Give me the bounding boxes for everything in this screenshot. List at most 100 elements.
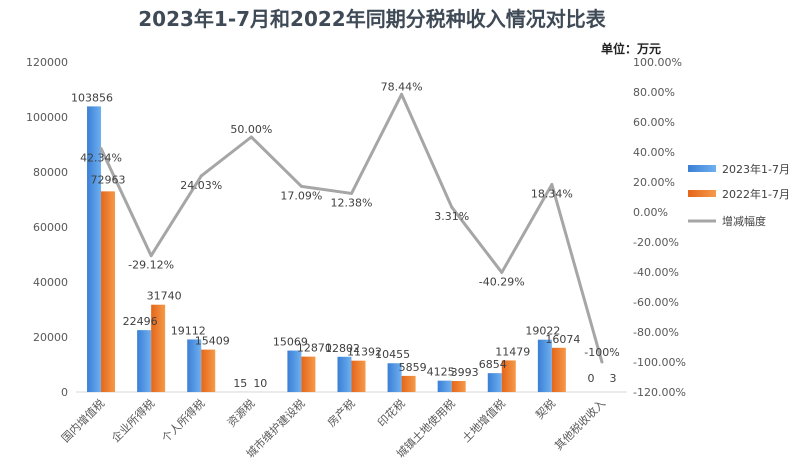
growth-point [600, 360, 604, 364]
bar-value-label: 10 [253, 377, 267, 390]
bar-value-label: 16074 [545, 333, 580, 346]
right-tick-label: -80.00% [633, 326, 679, 339]
category-label: 土地增值税 [459, 396, 508, 445]
bar-value-label: 10455 [375, 348, 410, 361]
growth-value-label: -100% [584, 346, 619, 359]
bar-2022 [101, 191, 116, 392]
right-tick-label: 0.00% [633, 206, 668, 219]
bar-2023 [387, 363, 402, 392]
growth-line [99, 92, 604, 364]
bar-value-label: 19112 [171, 324, 206, 337]
growth-point [249, 135, 253, 139]
unit-label: 单位：万元 [601, 41, 661, 56]
bar-value-label: 31740 [147, 290, 182, 303]
bar-value-label: 15409 [195, 335, 230, 348]
category-label: 印花税 [374, 396, 407, 429]
left-tick-label: 60000 [33, 221, 68, 234]
growth-point [350, 191, 353, 195]
category-label: 资源税 [224, 396, 257, 429]
bar-value-label: 4125 [427, 366, 455, 379]
chart-title: 2023年1-7月和2022年同期分税种收入情况对比表 [138, 7, 606, 31]
growth-value-label: 50.00% [230, 123, 272, 136]
category-label: 房产税 [324, 396, 357, 429]
bar-2023 [137, 330, 152, 392]
bar-2023 [287, 350, 302, 392]
right-tick-label: -60.00% [633, 296, 679, 309]
right-tick-label: 100.00% [633, 56, 682, 69]
data-labels: 103856 22496 19112 15 15069 12802 10455 4125 685… [71, 80, 620, 390]
bar-value-label: 72963 [91, 173, 126, 186]
right-tick-label: 20.00% [633, 176, 675, 189]
bar-value-label: 15069 [273, 336, 308, 349]
growth-line-path [99, 92, 604, 363]
growth-value-label: 12.38% [331, 196, 373, 209]
right-tick-label: 40.00% [633, 146, 675, 159]
growth-point [500, 270, 504, 274]
bar-2022 [201, 349, 216, 392]
legend-label-2022: 2022年1-7月 [722, 187, 790, 201]
bar-value-label: 3993 [451, 366, 479, 379]
bar-2022 [301, 356, 316, 392]
bar-2023 [187, 339, 202, 392]
right-tick-label: 60.00% [633, 116, 675, 129]
bar-2022 [451, 381, 466, 392]
right-tick-label: -40.00% [633, 266, 679, 279]
bar-value-label: 15 [233, 377, 247, 390]
bar-2022 [401, 375, 416, 392]
growth-value-label: 24.03% [180, 179, 222, 192]
left-tick-label: 80000 [33, 166, 68, 179]
category-label: 契税 [533, 396, 558, 421]
right-tick-label: -20.00% [633, 236, 679, 249]
bar-value-label: 12802 [325, 342, 360, 355]
bar-2023 [87, 106, 102, 392]
category-label: 企业所得税 [108, 396, 157, 445]
left-tick-label: 0 [61, 386, 68, 399]
bar-2023 [487, 373, 502, 392]
growth-value-label: 78.44% [381, 80, 423, 93]
bar-value-label: 11479 [495, 345, 530, 358]
growth-point [400, 92, 404, 96]
legend-swatch-2023 [688, 165, 716, 172]
bar-value-label: 19022 [525, 325, 560, 338]
growth-point [450, 205, 454, 209]
bar-2023 [337, 356, 352, 392]
growth-value-label: -29.12% [128, 259, 174, 272]
bar-value-label: 103856 [71, 91, 113, 104]
legend-swatch-2022 [688, 190, 716, 197]
category-label: 国内增值税 [58, 396, 107, 445]
bar-value-label: 12870 [297, 342, 332, 355]
bar-value-label: 6854 [479, 358, 507, 371]
bar-value-label: 11392 [347, 346, 382, 359]
bar-2023 [537, 339, 552, 392]
right-tick-label: -100.00% [633, 356, 686, 369]
growth-point [550, 182, 554, 186]
left-tick-label: 100000 [26, 111, 68, 124]
growth-point [299, 184, 303, 188]
right-tick-label: -120.00% [633, 386, 686, 399]
right-tick-label: 80.00% [633, 86, 675, 99]
bar-value-label: 3 [609, 372, 616, 385]
bar-value-label: 0 [587, 372, 594, 385]
left-tick-label: 120000 [26, 56, 68, 69]
bar-2022 [501, 360, 516, 392]
legend-label-2023: 2023年1-7月 [722, 162, 790, 176]
bar-2022 [151, 304, 166, 392]
left-tick-label: 20000 [33, 331, 68, 344]
bars [87, 106, 616, 392]
growth-value-label: 18.34% [531, 187, 573, 200]
growth-point [149, 254, 153, 258]
bar-2022 [551, 347, 566, 392]
bar-2022 [351, 360, 366, 392]
left-tick-label: 40000 [33, 276, 68, 289]
growth-point [99, 146, 103, 150]
bar-value-label: 22496 [123, 315, 158, 328]
growth-value-label: 42.34% [80, 151, 122, 164]
bar-value-label: 5859 [399, 361, 427, 374]
growth-value-label: 3.31% [434, 210, 469, 223]
growth-point [199, 174, 203, 178]
legend-label-growth: 增减幅度 [722, 214, 766, 228]
